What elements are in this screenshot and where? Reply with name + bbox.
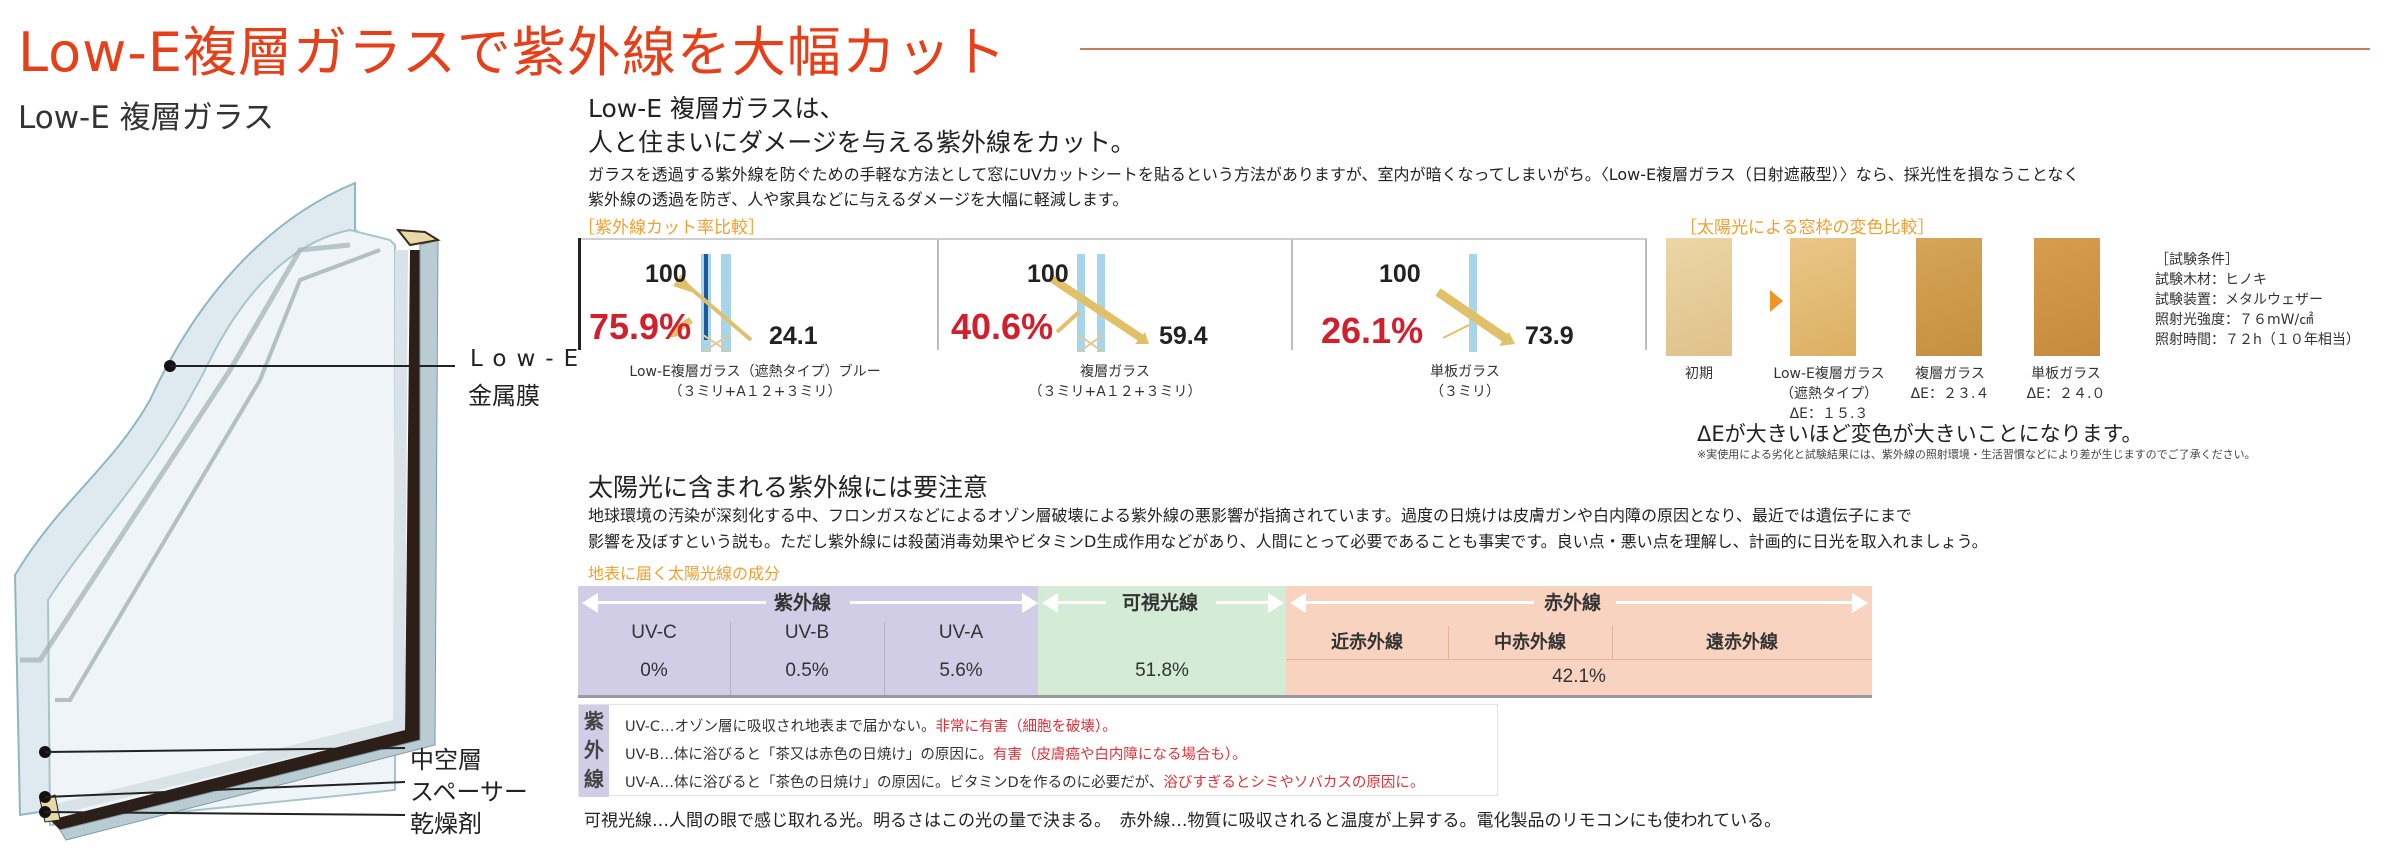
incoming-value: 100 (1027, 260, 1069, 288)
arrow-left-icon (1290, 593, 1306, 613)
transmitted-value: 59.4 (1159, 322, 1208, 350)
glass-diagram-lowe (667, 254, 753, 352)
intro-heading-line1: Low-E 複層ガラスは、 (588, 94, 845, 123)
visible-infrared-note: 可視光線…人間の眼で感じ取れる光。明るさはこの光の量で決まる。 赤外線…物質に吸… (584, 811, 1782, 831)
cut-rate: 40.6% (951, 306, 1054, 347)
band-visible: 可視光線 51.8% (1038, 586, 1286, 695)
mid-ir-label: 中赤外線 (1494, 632, 1566, 653)
cut-rate: 75.9% (589, 306, 692, 347)
uv-cut-caption-double: 複層ガラス （３ミリ+A１２+３ミリ） (1028, 364, 1202, 400)
uv-a-description: UV-A…体に浴びると「茶色の日焼け」の原因に。ビタミンDを作るのに必要だが、浴… (625, 775, 1425, 791)
uv-b-description: UV-B…体に浴びると「茶又は赤色の日焼け」の原因に。有害（皮膚癌や白内障になる… (625, 747, 1247, 763)
wood-caption-single: 単板ガラス ΔE：２４.０ (2026, 366, 2106, 402)
wood-sample-initial (1666, 238, 1732, 356)
arrow-right-icon (1022, 593, 1038, 613)
arrow-right-icon (1852, 593, 1868, 613)
uv-c-description: UV-C…オゾン層に吸収され地表まで届かない。非常に有害（細胞を破壊）。 (625, 719, 1117, 735)
glass-diagram-double (1048, 254, 1149, 352)
uv-cut-item-lowe: 100 75.9% 24.1 (581, 238, 939, 352)
arrow-left-icon (582, 593, 598, 613)
arrow-right-icon (1268, 593, 1284, 613)
title-divider (1080, 48, 2370, 50)
wood-caption-lowe: Low-E複層ガラス （遮熱タイプ） ΔE：１５.３ (1773, 366, 1885, 422)
band-infrared: 赤外線 近赤外線 中赤外線 遠赤外線 42.1% (1286, 586, 1872, 695)
uv-b-value: 0.5% (785, 660, 829, 681)
band-title-visible: 可視光線 (1122, 592, 1199, 614)
sunlight-heading: 太陽光に含まれる紫外線には要注意 (588, 473, 989, 502)
transmitted-value: 24.1 (769, 322, 818, 350)
band-title-uv: 紫外線 (774, 592, 832, 614)
incoming-value: 100 (645, 260, 687, 288)
wood-caption-double: 複層ガラス ΔE：２３.４ (1910, 366, 1990, 402)
page-title: Low-E複層ガラスで紫外線を大幅カット (18, 21, 1007, 84)
band-uv: 紫外線 UV-C UV-B UV-A 0% 0.5% 5.6% (578, 586, 1038, 695)
cut-rate: 26.1% (1321, 310, 1424, 351)
far-ir-label: 遠赤外線 (1706, 632, 1778, 653)
uv-cut-section-tag: ［紫外線カット率比較］ (578, 218, 765, 238)
callout-desiccant: 乾燥剤 (410, 810, 482, 838)
intro-heading-line2: 人と住まいにダメージを与える紫外線をカット。 (588, 128, 1136, 157)
uv-detail-box: 紫 外 線 UV-C…オゾン層に吸収され地表まで届かない。非常に有害（細胞を破壊… (578, 704, 1498, 797)
intro-body-line2: 紫外線の透過を防ぎ、人や家具などに与えるダメージを大幅に軽減します。 (588, 190, 1129, 209)
uv-b-label: UV-B (784, 622, 830, 643)
wood-sample-double (1916, 238, 1982, 356)
arrow-right-icon (1770, 290, 1783, 312)
double-glazing-illustration (13, 181, 455, 841)
test-conditions: ［試験条件］ 試験木材：ヒノキ 試験装置：メタルウェザー 照射光強度：７６mW/… (2155, 252, 2360, 348)
uv-c-label: UV-C (631, 622, 677, 643)
uv-a-value: 5.6% (939, 660, 983, 681)
uv-cut-caption-lowe: Low-E複層ガラス（遮熱タイプ）ブルー （３ミリ+A１２+３ミリ） (629, 364, 881, 400)
uv-detail-label: 紫 外 線 (579, 705, 609, 797)
callout-metal-film: 金属膜 (468, 382, 540, 410)
visible-value: 51.8% (1135, 660, 1189, 681)
uv-c-value: 0% (640, 660, 668, 681)
uv-cut-item-single: 100 26.1% 73.9 (1293, 238, 1647, 352)
fade-footnote: ※実使用による劣化と試験結果には、紫外線の照射環境・生活習慣などにより差が生じま… (1697, 448, 2256, 461)
incoming-value: 100 (1379, 260, 1421, 288)
intro-body-line1: ガラスを透過する紫外線を防ぐための手軽な方法として窓にUVカットシートを貼るとい… (588, 165, 2080, 184)
uv-a-label: UV-A (938, 622, 984, 643)
wood-caption-initial: 初期 (1685, 366, 1713, 382)
uv-cut-caption-single: 単板ガラス （３ミリ） (1430, 364, 1500, 400)
uv-cut-item-double: 100 40.6% 59.4 (939, 238, 1293, 352)
delta-e-note: ΔEが大きいほど変色が大きいことになります。 (1697, 422, 2143, 446)
wood-sample-lowe (1790, 238, 1856, 356)
near-ir-label: 近赤外線 (1331, 632, 1403, 653)
band-title-infrared: 赤外線 (1544, 592, 1602, 614)
callout-lowe: Low-E (470, 346, 589, 372)
infrared-value: 42.1% (1552, 666, 1606, 687)
arrow-left-icon (1042, 593, 1058, 613)
fade-section-tag: ［太陽光による窓枠の変色比較］ (1680, 218, 1935, 238)
intro-body: ガラスを透過する紫外線を防ぐための手軽な方法として窓にUVカットシートを貼るとい… (588, 162, 2079, 212)
wood-sample-single (2034, 238, 2100, 356)
callout-spacer: スペーサー (410, 778, 528, 806)
intro-heading: Low-E 複層ガラスは、 人と住まいにダメージを与える紫外線をカット。 (588, 92, 1136, 160)
callout-hollow-layer: 中空層 (410, 746, 482, 774)
glass-diagram-single (1435, 254, 1515, 352)
sunlight-spectrum-table: 紫外線 UV-C UV-B UV-A 0% 0.5% 5.6% 可視光線 51.… (578, 586, 1872, 698)
illustration-title: Low-E 複層ガラス (18, 100, 275, 136)
sunlight-body: 地球環境の汚染が深刻化する中、フロンガスなどによるオゾン層破壊による紫外線の悪影… (588, 506, 1988, 551)
spectrum-tag: 地表に届く太陽光線の成分 (588, 564, 781, 583)
uv-cut-comparison-panel: 100 75.9% 24.1 100 40.6% 59.4 100 26.1% … (578, 238, 1668, 352)
transmitted-value: 73.9 (1525, 322, 1574, 350)
